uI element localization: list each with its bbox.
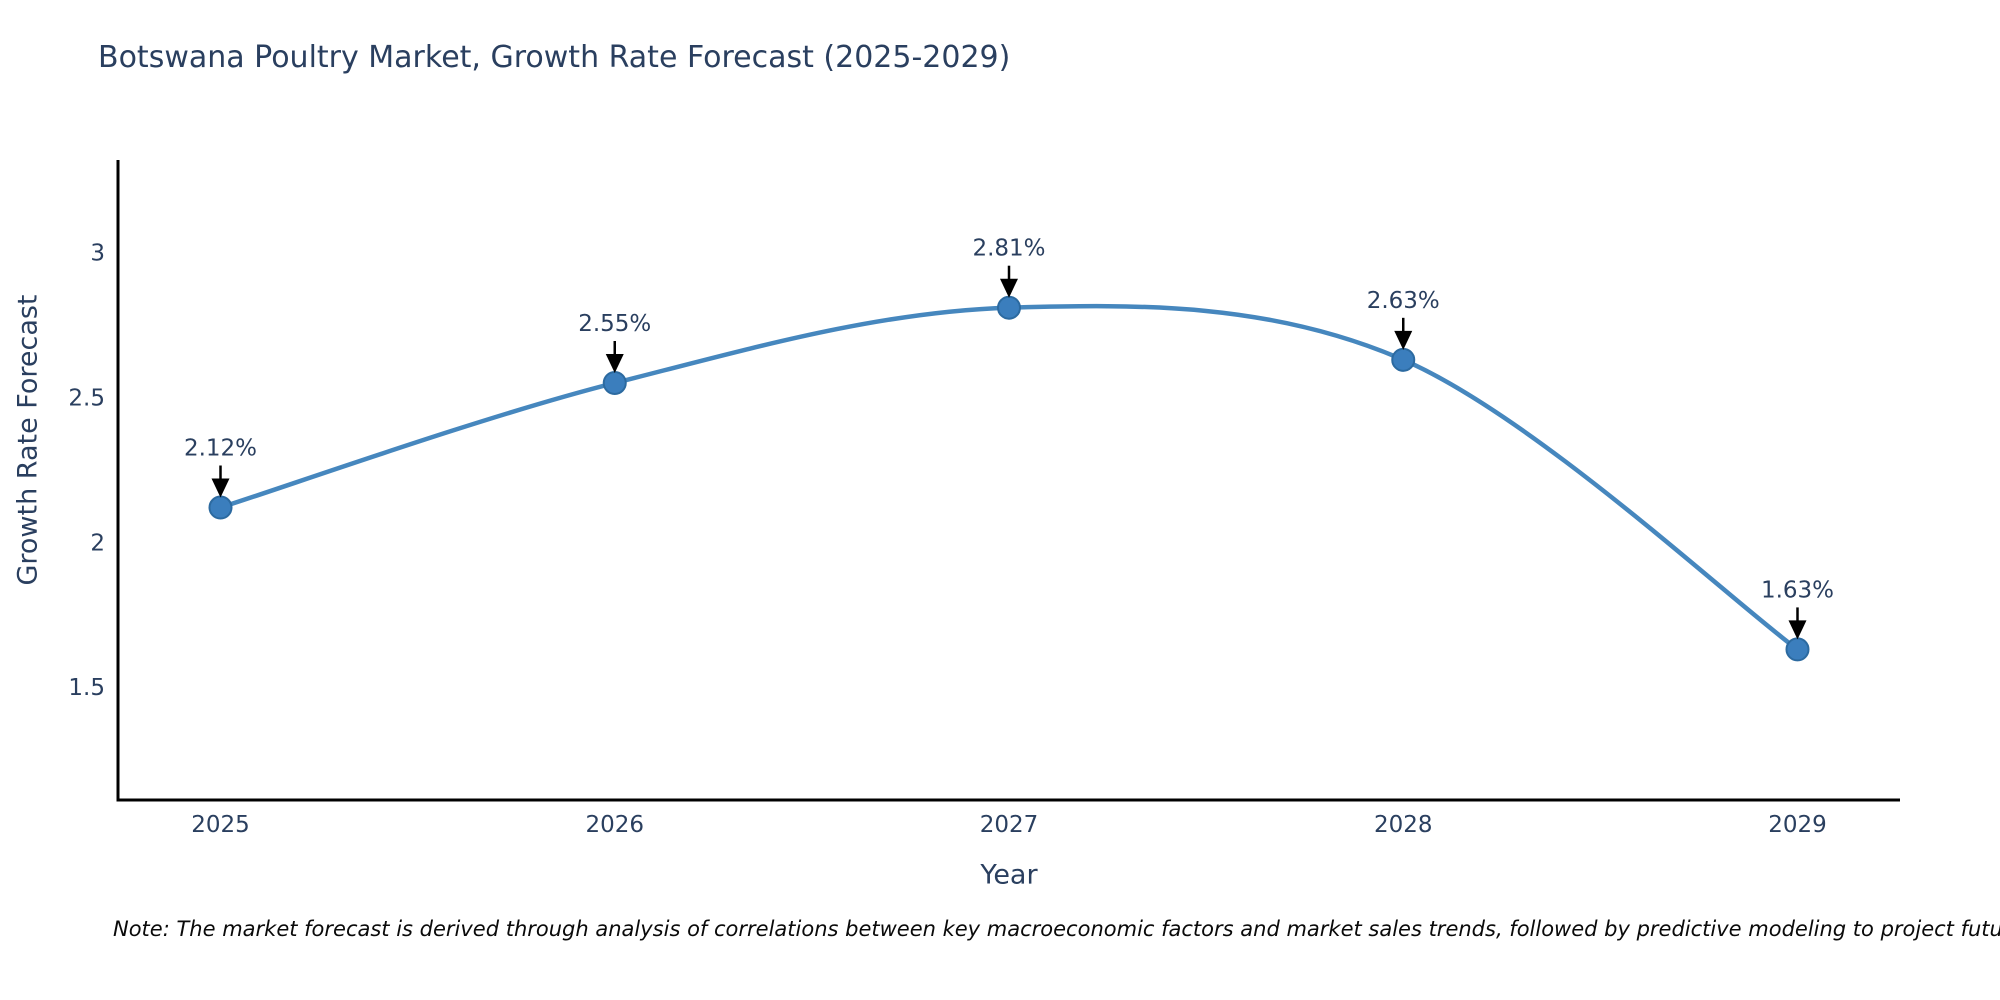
data-label: 2.55% (578, 311, 651, 337)
data-point[interactable] (997, 295, 1021, 320)
x-tick-label: 2027 (980, 812, 1039, 838)
x-tick-label: 2026 (585, 812, 644, 838)
line-series (218, 303, 1800, 652)
annotation-arrowhead (1788, 620, 1807, 640)
x-tick-label: 2025 (191, 812, 250, 838)
y-tick-label: 2.5 (68, 385, 105, 411)
data-label: 2.81% (972, 236, 1045, 262)
x-axis-title: Year (980, 859, 1038, 891)
data-point[interactable] (1785, 637, 1810, 662)
annotation-arrowhead (211, 478, 230, 498)
x-tick-label: 2028 (1374, 812, 1433, 838)
footnote: Note: The market forecast is derived thr… (113, 917, 2000, 941)
data-label: 2.63% (1367, 288, 1440, 314)
data-point[interactable] (1391, 347, 1416, 372)
data-point[interactable] (602, 370, 627, 395)
data-point[interactable] (208, 495, 233, 520)
x-tick-label: 2029 (1768, 812, 1827, 838)
y-tick-label: 1.5 (68, 675, 105, 701)
annotation-arrowhead (1394, 330, 1413, 350)
data-label: 1.63% (1761, 577, 1834, 603)
data-label: 2.12% (184, 436, 257, 462)
chart-title: Botswana Poultry Market, Growth Rate For… (98, 40, 1011, 75)
y-tick-label: 3 (90, 241, 105, 267)
y-tick-label: 2 (90, 530, 105, 556)
annotation-arrowhead (1000, 278, 1018, 298)
annotation-arrowhead (605, 353, 624, 373)
